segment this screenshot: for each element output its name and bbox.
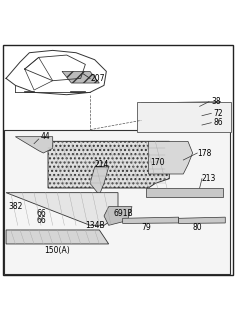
Polygon shape: [141, 111, 221, 119]
Polygon shape: [6, 193, 118, 225]
Polygon shape: [148, 141, 193, 174]
Polygon shape: [141, 102, 221, 110]
Text: 213: 213: [202, 174, 216, 183]
Text: 150(A): 150(A): [45, 246, 70, 255]
Polygon shape: [90, 167, 109, 195]
Text: 80: 80: [193, 223, 202, 232]
Polygon shape: [123, 217, 179, 223]
Text: 44: 44: [41, 132, 51, 141]
Text: 66: 66: [36, 209, 46, 218]
Polygon shape: [6, 230, 109, 244]
FancyBboxPatch shape: [4, 130, 230, 274]
Text: 86: 86: [214, 118, 223, 127]
Polygon shape: [141, 120, 221, 129]
Text: 691B: 691B: [113, 209, 133, 218]
Polygon shape: [15, 137, 53, 153]
Text: 178: 178: [197, 148, 212, 157]
Text: 72: 72: [214, 109, 223, 118]
Text: 170: 170: [151, 158, 165, 167]
Polygon shape: [48, 141, 169, 188]
Polygon shape: [179, 217, 225, 223]
Text: 79: 79: [141, 223, 151, 232]
Polygon shape: [62, 71, 99, 83]
Text: 207: 207: [90, 74, 105, 83]
Text: 134B: 134B: [85, 221, 105, 230]
Text: 38: 38: [211, 97, 221, 106]
Text: 66: 66: [36, 216, 46, 225]
FancyBboxPatch shape: [137, 102, 231, 132]
Polygon shape: [104, 207, 132, 225]
Text: 214: 214: [95, 160, 109, 169]
Text: 382: 382: [8, 202, 23, 211]
Polygon shape: [146, 188, 223, 197]
